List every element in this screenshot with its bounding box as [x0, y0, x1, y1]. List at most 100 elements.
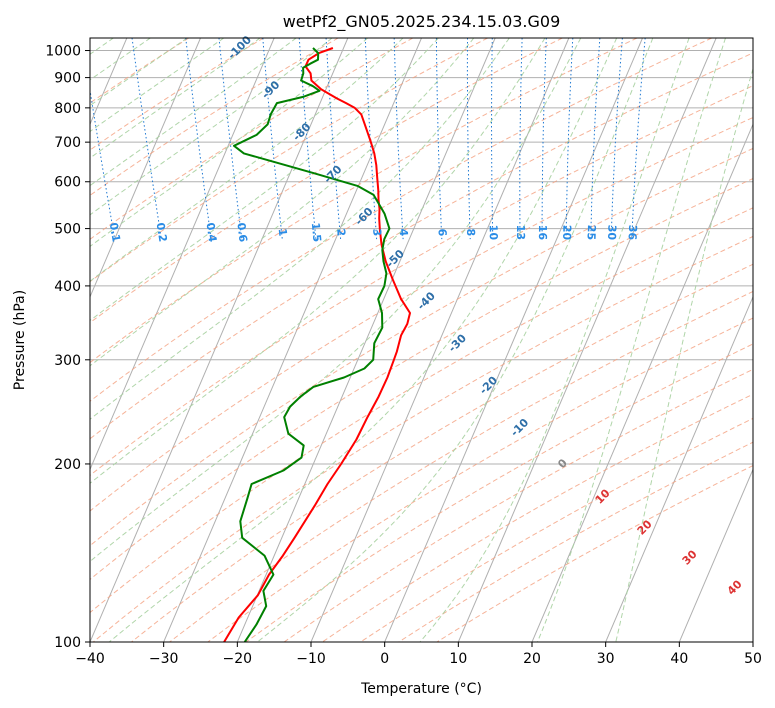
- dry-adiabat-line: [90, 38, 339, 196]
- dry-adiabat-line: [90, 38, 563, 324]
- x-tick-label: 50: [744, 651, 762, 667]
- isotherm-line: [90, 38, 275, 471]
- sounding-profile-line: [233, 47, 391, 642]
- mixing-ratio-line: [364, 38, 378, 240]
- moist-adiabat-label: 30: [680, 547, 700, 567]
- dry-adiabat-line: [90, 85, 753, 476]
- mixing-ratio-label: 1.5: [309, 222, 324, 243]
- mixing-ratio-label: 13: [514, 225, 527, 240]
- isotherm-line: [678, 468, 753, 642]
- dry-adiabat-line: [90, 52, 753, 440]
- dry-adiabat-line: [90, 38, 264, 151]
- dry-adiabat-line: [90, 38, 488, 283]
- isotherm-line: [531, 123, 753, 642]
- moist-adiabat-line: [90, 38, 475, 367]
- mixing-ratio-line: [218, 38, 243, 240]
- mixing-ratio-line: [541, 38, 547, 240]
- dry-adiabat-label: -70: [321, 162, 344, 185]
- axis-ticks: −40 −30 −20 −10 0 10 20 30 40 50 1000 900 800 700 600 5…: [45, 44, 762, 667]
- moist-adiabat-line: [90, 38, 404, 282]
- dry-adiabat-label: -40: [415, 289, 438, 312]
- y-tick-label: 300: [54, 353, 81, 369]
- mixing-ratio-line: [131, 38, 162, 240]
- mixing-ratio-line: [298, 38, 317, 240]
- mixing-ratio-label: 8: [464, 228, 477, 236]
- y-tick-label: 700: [54, 135, 81, 151]
- moist-adiabat-line: [90, 38, 439, 322]
- x-tick-label: 20: [523, 651, 541, 667]
- isotherm-line: [605, 295, 753, 642]
- mixing-ratio-label: 1: [276, 228, 290, 237]
- moist-adiabat-line: [90, 38, 368, 247]
- dry-adiabat-line: [90, 147, 753, 547]
- dry-adiabat-line: [207, 317, 753, 642]
- moist-adiabat-line: [90, 38, 261, 159]
- dry-adiabat-label: -100: [225, 33, 254, 62]
- moist-adiabat-line: [419, 38, 690, 642]
- moist-adiabat-line: [90, 38, 188, 107]
- plot-frame: [89, 37, 754, 643]
- dry-adiabat-label: -60: [352, 205, 375, 228]
- moist-adiabat-label: 10: [593, 486, 613, 506]
- dry-adiabat-line: [90, 38, 712, 402]
- moist-adiabat-line: [90, 38, 546, 484]
- isotherm-line: [163, 38, 422, 642]
- x-tick-label: 10: [449, 651, 467, 667]
- mixing-ratio-line: [325, 38, 342, 240]
- mixing-ratio-line: [590, 38, 601, 240]
- dry-adiabat-line: [90, 116, 753, 512]
- dry-adiabat-line: [169, 290, 753, 642]
- mixing-ratio-label: 0.1: [107, 222, 123, 243]
- mixing-ratio-label: 0.4: [204, 222, 220, 243]
- x-tick-label: −40: [75, 651, 105, 667]
- dry-adiabat-line: [92, 235, 753, 642]
- x-tick-label: −30: [149, 651, 179, 667]
- isotherm-line: [457, 38, 717, 642]
- isotherm-line: [384, 38, 643, 642]
- mixing-ratio-label: 25: [585, 225, 598, 241]
- mixing-ratio-label: 4: [397, 228, 410, 237]
- dry-adiabat-line: [245, 343, 753, 642]
- dry-adiabat-line: [90, 38, 638, 364]
- moist-adiabat-line: [90, 38, 225, 133]
- moist-adiabat-label: 40: [725, 577, 745, 597]
- mixing-ratio-label: 36: [626, 224, 640, 240]
- x-tick-label: 30: [597, 651, 615, 667]
- moist-adiabat-line: [615, 67, 753, 642]
- y-tick-label: 500: [54, 222, 81, 238]
- dry-adiabat-line: [360, 417, 753, 642]
- y-tick-label: 200: [54, 457, 81, 473]
- mixing-ratio-label: 10: [487, 225, 500, 241]
- mixing-ratio-line: [393, 38, 404, 240]
- mixing-ratio-label: 16: [536, 225, 549, 241]
- chart-title: wetPf2_GN05.2025.234.15.03.G09: [283, 12, 561, 32]
- y-axis-label: Pressure (hPa): [12, 290, 28, 390]
- isotherm-line: [752, 640, 753, 642]
- mixing-ratio-label: 3: [370, 228, 384, 237]
- plot-area: [90, 38, 753, 642]
- mixing-ratio-line: [90, 87, 116, 240]
- isotherm-line: [90, 38, 201, 299]
- moist-adiabat-line: [536, 38, 726, 642]
- mixing-ratio-label: 0.6: [234, 222, 249, 243]
- moist-adiabat-line: [108, 38, 618, 642]
- mixing-ratio-line: [610, 38, 623, 240]
- x-axis-label: Temperature (°C): [360, 681, 482, 697]
- mixing-ratio-label: 2: [334, 228, 348, 237]
- dry-adiabat-line: [436, 464, 753, 642]
- y-tick-label: 800: [54, 101, 81, 117]
- isotherm-line: [90, 38, 349, 642]
- dry-adiabat-line: [131, 263, 753, 642]
- moist-adiabat-line: [257, 38, 654, 642]
- moist-adiabat-line: [90, 38, 333, 216]
- dry-adiabat-line: [90, 38, 190, 104]
- mixing-ratio-line: [435, 38, 443, 240]
- mixing-ratio-label: 0.2: [154, 222, 170, 243]
- y-tick-label: 400: [54, 279, 81, 295]
- moist-adiabat-line: [90, 38, 510, 420]
- dry-adiabat-line: [90, 177, 753, 581]
- y-tick-label: 1000: [45, 44, 81, 60]
- dry-adiabat-line: [90, 38, 414, 240]
- sounding-profile-line: [223, 47, 411, 642]
